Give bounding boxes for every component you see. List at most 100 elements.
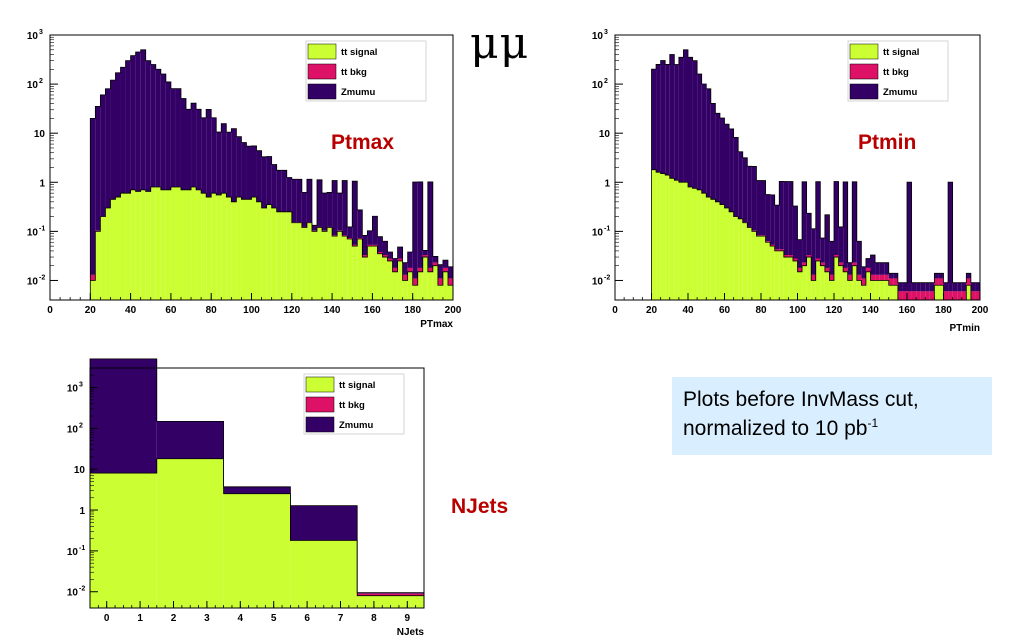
ptmax-signal-bar bbox=[90, 280, 96, 300]
ptmin-legend-label-0: tt signal bbox=[883, 47, 919, 58]
njets-legend-swatch-2 bbox=[305, 416, 335, 433]
ptmax-zmumu-bar bbox=[130, 55, 136, 190]
ptmin-signal-bar bbox=[665, 175, 670, 300]
ptmax-bkg-bar bbox=[432, 262, 438, 266]
ptmin-signal-bar bbox=[779, 250, 784, 300]
ptmin-zmumu-bar bbox=[770, 194, 775, 245]
ptmin-signal-bar bbox=[884, 280, 889, 300]
ptmax-zmumu-bar bbox=[226, 132, 232, 197]
ptmin-zmumu-bar bbox=[847, 262, 853, 275]
ptmin-bkg-bar bbox=[824, 267, 830, 272]
ptmax-zmumu-bar bbox=[377, 236, 383, 253]
ptmax-signal-bar bbox=[196, 189, 202, 300]
ptmin-zmumu-bar bbox=[761, 180, 766, 236]
ptmin-signal-bar bbox=[660, 173, 666, 300]
ptmin-bkg-bar bbox=[811, 274, 816, 281]
ptmax-signal-bar bbox=[427, 271, 433, 300]
ptmin-signal-bar bbox=[829, 280, 834, 300]
ptmax-signal-bar bbox=[115, 197, 121, 300]
ptmin-bkg-bar bbox=[779, 249, 784, 251]
ptmax-zmumu-bar bbox=[316, 179, 323, 227]
njets-x-tick-label: 4 bbox=[238, 613, 244, 624]
ptmax-signal-bar bbox=[306, 222, 312, 300]
ptmax-signal-bar bbox=[180, 189, 187, 300]
ptmin-zmumu-bar bbox=[669, 54, 675, 179]
ptmin-y-tick-exponent: 3 bbox=[604, 29, 608, 36]
ptmin-zmumu-bar bbox=[852, 181, 857, 263]
ptmax-zmumu-bar bbox=[447, 266, 453, 279]
ptmin-bkg-bar bbox=[907, 291, 912, 300]
njets-stack-outline bbox=[89, 358, 425, 608]
ptmin-signal-bar bbox=[683, 182, 688, 300]
ptmax-signal-bar bbox=[135, 191, 141, 300]
ptmin-bkg-bar bbox=[788, 255, 793, 258]
ptmin-zmumu-bar bbox=[688, 57, 693, 187]
ptmax-zmumu-bar bbox=[271, 164, 277, 208]
ptmax-y-tick-exponent: 2 bbox=[39, 78, 43, 85]
ptmax-zmumu-bar bbox=[402, 262, 408, 275]
ptmax-zmumu-bar bbox=[120, 67, 126, 194]
ptmax-signal-bar bbox=[422, 257, 428, 300]
ptmin-zmumu-bar bbox=[952, 282, 958, 292]
ptmin-signal-bar bbox=[788, 257, 793, 300]
ptmin-signal-bar bbox=[729, 211, 734, 300]
ptmax-zmumu-bar bbox=[160, 73, 166, 190]
ptmax-zmumu-bar bbox=[357, 209, 363, 239]
njets-legend-label-1: tt bkg bbox=[339, 400, 365, 411]
ptmin-bkg-bar bbox=[834, 255, 839, 258]
ptmin-bkg-bar bbox=[806, 255, 812, 258]
ptmin-signal-bar bbox=[761, 236, 766, 300]
ptmin-bkg-bar bbox=[884, 274, 889, 281]
ptmax-bkg-bar bbox=[447, 278, 453, 286]
ptmax-signal-bar bbox=[367, 246, 373, 300]
ptmax-zmumu-bar bbox=[306, 179, 312, 223]
ptmax-legend-label-1: tt bkg bbox=[341, 67, 367, 78]
ptmin-bkg-bar bbox=[765, 241, 771, 243]
ptmin-bkg-bar bbox=[797, 267, 803, 272]
ptmax-zmumu-bar bbox=[145, 60, 151, 192]
ptmin-bkg-bar bbox=[938, 278, 944, 286]
ptmax-zmumu-bar bbox=[216, 132, 222, 195]
ptmin-zmumu-bar bbox=[797, 239, 803, 268]
ptmin-bkg-bar bbox=[865, 267, 871, 272]
ptmax-signal-bar bbox=[332, 236, 338, 300]
ptmin-zmumu-bar bbox=[783, 181, 789, 256]
ptmin-zmumu-bar bbox=[765, 194, 771, 242]
ptmin-zmumu-bar bbox=[747, 166, 752, 227]
ptmax-x-tick-label: 180 bbox=[404, 305, 421, 316]
njets-zmumu-bar bbox=[223, 486, 291, 494]
njets-x-axis-title: NJets bbox=[397, 627, 425, 638]
ptmin-zmumu-bar bbox=[879, 262, 885, 275]
ptmax-signal-bar bbox=[256, 201, 262, 300]
ptmin-signal-bar bbox=[742, 222, 748, 300]
ptmin-zmumu-bar bbox=[651, 69, 657, 170]
ptmax-zmumu-bar bbox=[266, 156, 272, 205]
ptmax-bkg-bar bbox=[412, 278, 418, 286]
njets-x-tick-label: 3 bbox=[204, 613, 210, 624]
ptmax-signal-bar bbox=[327, 227, 333, 300]
ptmax-zmumu-bar bbox=[175, 88, 181, 187]
ptmax-zmumu-bar bbox=[337, 193, 343, 231]
ptmin-y-tick-label: 10 bbox=[599, 129, 611, 140]
ptmax-signal-bar bbox=[206, 197, 212, 300]
ptmax-signal-bar bbox=[216, 195, 222, 300]
ptmin-signal-bar bbox=[806, 257, 812, 300]
ptmax-zmumu-bar bbox=[246, 146, 252, 200]
ptmin-bkg-bar bbox=[961, 291, 967, 300]
ptmin-zmumu-bar bbox=[834, 181, 839, 256]
ptmax-zmumu-bar bbox=[261, 156, 267, 208]
ptmin-bkg-bar bbox=[943, 291, 949, 300]
njets-x-tick-label: 9 bbox=[405, 613, 411, 624]
ptmax-zmumu-bar bbox=[221, 123, 227, 194]
ptmax-zmumu-bar bbox=[206, 109, 212, 197]
ptmax-signal-bar bbox=[352, 246, 358, 300]
ptmin-x-tick-label: 160 bbox=[899, 305, 916, 316]
ptmin-stack-outline bbox=[651, 49, 981, 300]
ptmax-zmumu-bar bbox=[442, 260, 448, 268]
ptmin-signal-bar bbox=[824, 271, 830, 300]
ptmax-x-tick-label: 80 bbox=[206, 305, 218, 316]
ptmin-bkg-bar bbox=[916, 291, 921, 300]
ptmin-bkg-bar bbox=[792, 258, 798, 261]
ptmax-stack-outline bbox=[89, 49, 454, 300]
ptmin-signal-bar bbox=[669, 178, 675, 300]
